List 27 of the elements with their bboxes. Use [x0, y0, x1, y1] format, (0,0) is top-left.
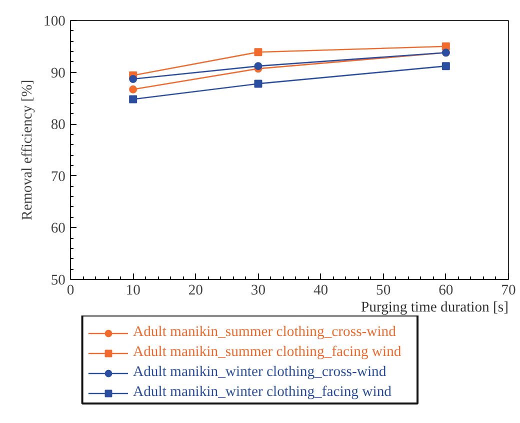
x-axis-title: Purging time duration [s] — [361, 300, 508, 316]
y-tick-label: 70 — [50, 168, 66, 185]
legend-label: Adult manikin_summer clothing_cross-wind — [133, 324, 396, 341]
x-tick-label: 20 — [188, 282, 203, 298]
point — [254, 62, 262, 70]
legend-label: Adult manikin_winter clothing_cross-wind — [133, 364, 386, 381]
y-tick-label: 50 — [50, 272, 66, 288]
point — [442, 62, 450, 70]
x-tick-label: 70 — [501, 282, 516, 298]
y-tick-label: 60 — [50, 220, 66, 237]
point — [129, 85, 138, 94]
legend-label: Adult manikin_summer clothing_facing wind — [133, 344, 402, 361]
point — [129, 95, 138, 104]
x-tick-label: 10 — [126, 282, 140, 298]
legend-label: Adult manikin_winter clothing_facing wind — [133, 384, 392, 401]
y-tick-label: 80 — [50, 117, 66, 134]
point — [129, 75, 138, 84]
x-tick-label: 50 — [376, 282, 391, 298]
point — [254, 48, 262, 56]
y-axis-title: Removal efficiency [%] — [20, 80, 36, 220]
point — [254, 80, 262, 88]
y-tick-label: 90 — [50, 65, 66, 82]
x-tick-label: 40 — [313, 282, 328, 298]
x-tick-label: 0 — [66, 282, 74, 298]
x-tick-label: 60 — [438, 282, 454, 298]
x-tick-label: 30 — [250, 282, 266, 298]
y-tick-label: 100 — [44, 14, 66, 30]
